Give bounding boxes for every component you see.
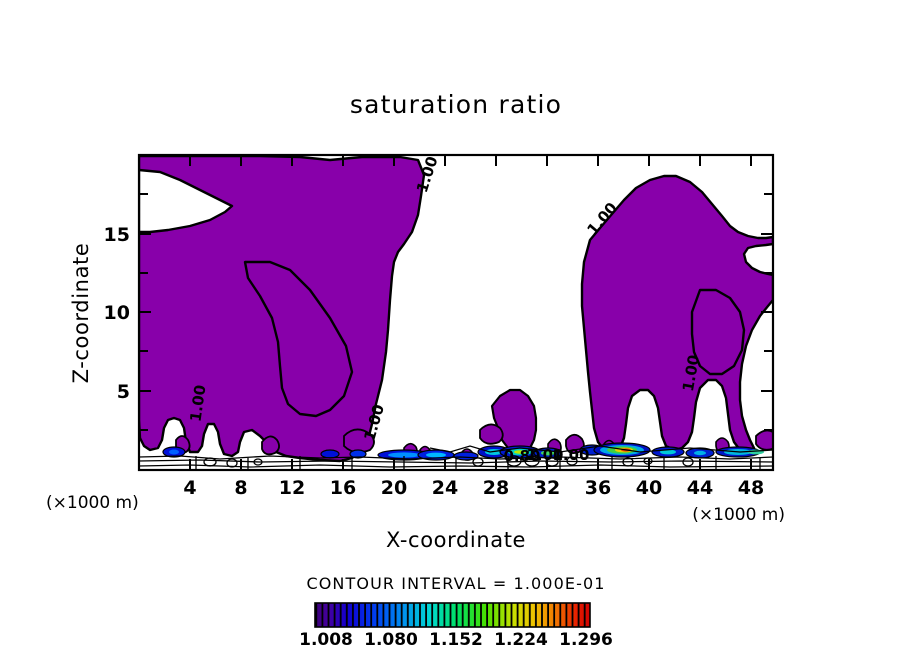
x-tick-32: 32	[534, 477, 560, 499]
colorbar-tick-2: 1.080	[364, 630, 418, 650]
contour-label-3: 1.00	[187, 384, 210, 423]
x-tick-36: 36	[585, 477, 611, 499]
surface-contour-lines	[139, 445, 773, 470]
colorbar-caption: CONTOUR INTERVAL = 1.000E-01	[306, 574, 605, 593]
page-title: saturation ratio	[350, 90, 562, 119]
x-tick-12: 12	[279, 477, 305, 499]
x-axis-title: X-coordinate	[386, 528, 526, 552]
x-tick-labels: 4 8 12 16 20 24 28 32 36 40 44 48	[183, 477, 764, 499]
colorbar-tick-1: 1.008	[299, 630, 353, 650]
colorbar-tick-labels: 1.008 1.080 1.152 1.224 1.296	[299, 630, 613, 650]
x-tick-24: 24	[432, 477, 458, 499]
x-axis-unit: (×1000 m)	[692, 505, 785, 525]
x-tick-28: 28	[483, 477, 509, 499]
x-tickmarks	[189, 155, 752, 470]
x-tick-48: 48	[738, 477, 764, 499]
x-tick-16: 16	[330, 477, 356, 499]
colorbar	[314, 602, 591, 628]
x-tick-8: 8	[234, 477, 247, 499]
contour-field: 1.00 1.00 1.00 1.00 1.00 1.00 0.80 1.00	[139, 155, 773, 470]
y-axis-unit: (×1000 m)	[46, 493, 139, 513]
colorbar-tick-4: 1.224	[494, 630, 548, 650]
x-tick-40: 40	[636, 477, 662, 499]
y-tickmarks	[139, 193, 773, 431]
colorbar-tick-5: 1.296	[559, 630, 613, 650]
x-tick-44: 44	[687, 477, 713, 499]
y-tick-labels: 5 10 15	[104, 224, 130, 403]
colorbar-tick-3: 1.152	[429, 630, 483, 650]
x-tick-20: 20	[381, 477, 407, 499]
y-axis-title: Z-coordinate	[69, 243, 93, 384]
contour-label-6: 1.00	[526, 446, 563, 464]
x-tick-4: 4	[183, 477, 196, 499]
y-tick-5: 5	[117, 381, 130, 403]
contour-label-7: 0.80	[503, 447, 540, 465]
y-tick-15: 15	[104, 224, 130, 246]
y-tick-10: 10	[104, 302, 130, 324]
contour-label-8: 1.00	[552, 446, 589, 464]
